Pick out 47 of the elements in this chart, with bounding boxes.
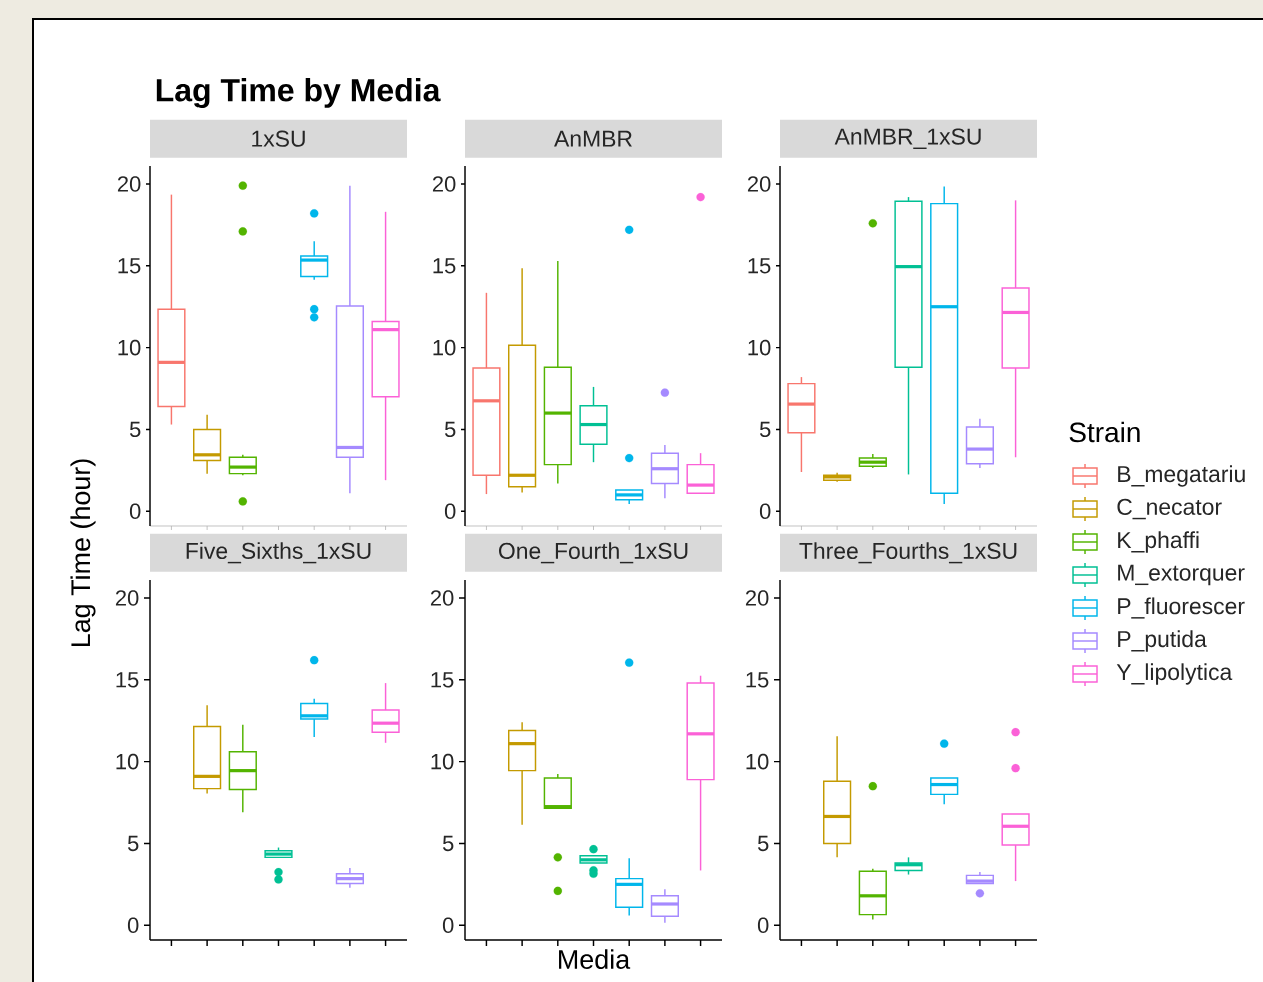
chart-title: Five_Sixths_1xSU — [186, 542, 371, 564]
legend-title: Strain — [1069, 421, 1140, 443]
y-tick-label: 20 — [747, 176, 771, 192]
y-tick-label: 20 — [117, 176, 141, 192]
y-tick-label: 5 — [442, 835, 454, 852]
y-tick-label: 10 — [118, 339, 141, 356]
y-tick-label: 0 — [444, 503, 456, 520]
y-tick-label: 10 — [433, 339, 456, 356]
y-tick-label: 15 — [116, 672, 139, 688]
y-tick-label: 5 — [759, 421, 771, 438]
y-tick-label: 10 — [116, 753, 139, 770]
y-tick-label: 0 — [442, 917, 454, 934]
y-tick-label: 10 — [431, 753, 454, 770]
y-tick-label: 15 — [748, 258, 771, 274]
y-tick-label: 5 — [129, 421, 141, 438]
legend-label: K_phaffi — [1118, 531, 1199, 553]
legend-label: C_necator — [1117, 498, 1222, 520]
y-tick-label: 15 — [431, 672, 454, 688]
y-tick-label: 5 — [444, 421, 456, 438]
chart-title: One_Fourth_1xSU — [498, 542, 688, 564]
y-axis-title: Lag Time (hour) — [70, 459, 96, 647]
chart-title: AnMBR_1xSU — [834, 128, 981, 150]
y-tick-label: 0 — [127, 917, 139, 934]
legend-label: P_putida — [1118, 630, 1207, 652]
y-tick-label: 10 — [748, 339, 771, 356]
x-axis-title: Media — [559, 949, 631, 969]
legend-label: Y_lipolytica — [1116, 663, 1233, 685]
y-tick-label: 15 — [746, 672, 769, 688]
y-tick-label: 20 — [115, 590, 139, 606]
text: Lag Time by Media — [156, 78, 441, 108]
y-tick-label: 20 — [432, 176, 456, 192]
y-tick-label: 5 — [757, 835, 769, 852]
legend-label: M_extorquer — [1118, 564, 1245, 586]
y-tick-label: 20 — [430, 590, 454, 606]
y-tick-label: 5 — [127, 835, 139, 852]
chart-title: Three_Fourths_1xSU — [799, 542, 1017, 564]
y-tick-label: 15 — [433, 258, 456, 274]
y-tick-label: 0 — [759, 503, 771, 520]
y-tick-label: 15 — [118, 258, 141, 274]
y-tick-label: 0 — [757, 917, 769, 934]
y-tick-label: 20 — [745, 590, 769, 606]
chart-title: AnMBR — [554, 130, 632, 147]
chart-title: 1xSU — [252, 130, 305, 147]
legend-label: B_megatariu — [1118, 465, 1245, 487]
y-tick-label: 10 — [746, 753, 769, 770]
legend-label: P_fluorescer — [1118, 597, 1245, 619]
y-tick-label: 0 — [129, 503, 141, 520]
